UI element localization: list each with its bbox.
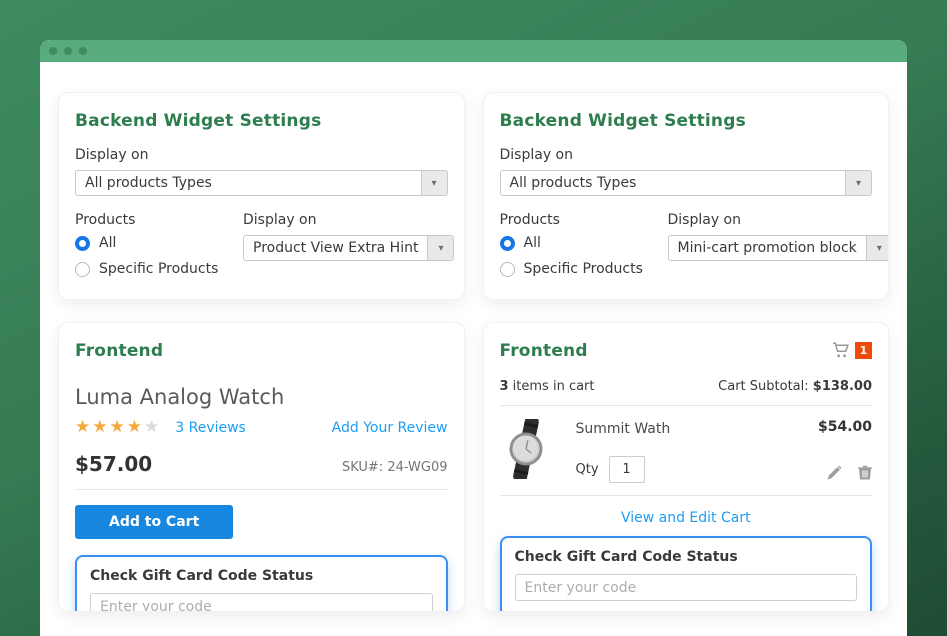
display-on-label: Display on <box>499 147 574 163</box>
items-count: 3 <box>499 379 509 394</box>
product-name: Luma Analog Watch <box>75 385 285 409</box>
radio-specific-label: Specific Products <box>99 261 219 277</box>
radio-button-icon[interactable] <box>499 235 515 251</box>
cart-item-row: Summit Wath Qty $54.00 <box>499 406 872 496</box>
cart-subtotal-label: Cart Subtotal: <box>718 379 813 394</box>
radio-all-label: All <box>523 235 541 251</box>
shopping-cart-icon[interactable] <box>832 341 851 359</box>
cart-item-name: Summit Wath <box>575 421 671 437</box>
gift-card-status-box: Check Gift Card Code Status <box>499 536 872 611</box>
star-rating-icon: ★★★★★ <box>75 417 162 437</box>
window-dot-2 <box>64 47 72 55</box>
radio-all[interactable]: All <box>75 235 243 251</box>
display-on-2-label: Display on <box>667 212 742 228</box>
chevron-down-icon[interactable]: ▾ <box>427 236 454 260</box>
display-on-2-select[interactable]: Mini-cart promotion block ▾ <box>667 235 889 261</box>
radio-all[interactable]: All <box>499 235 668 251</box>
product-image <box>500 415 552 483</box>
card-title: Frontend <box>499 341 588 361</box>
gift-card-code-input[interactable] <box>90 593 433 611</box>
chevron-down-icon[interactable]: ▾ <box>420 171 447 195</box>
frontend-product-card: Frontend Luma Analog Watch ★★★★★ 3 Revie… <box>58 322 465 612</box>
radio-specific-products[interactable]: Specific Products <box>75 261 243 277</box>
chevron-down-icon[interactable]: ▾ <box>865 236 889 260</box>
select-value: All products Types <box>509 175 637 191</box>
gift-card-status-title: Check Gift Card Code Status <box>90 568 314 584</box>
display-on-select[interactable]: All products Types ▾ <box>499 170 872 196</box>
products-label: Products <box>499 212 560 228</box>
trash-icon[interactable] <box>858 465 872 480</box>
radio-button-icon[interactable] <box>75 235 90 251</box>
radio-specific-products[interactable]: Specific Products <box>499 261 668 277</box>
select-value: Product View Extra Hint <box>253 240 419 256</box>
product-price: $57.00 <box>75 452 153 476</box>
edit-pencil-icon[interactable] <box>827 465 842 480</box>
window-dot-3 <box>79 47 87 55</box>
qty-input[interactable] <box>608 456 645 483</box>
select-value: All products Types <box>85 175 212 191</box>
add-to-cart-button[interactable]: Add to Cart <box>75 505 234 539</box>
page-content: Backend Widget Settings Display on All p… <box>40 62 907 636</box>
items-in-cart-text: items in cart <box>508 379 595 394</box>
chevron-down-icon[interactable]: ▾ <box>845 171 871 195</box>
display-on-2-label: Display on <box>243 212 317 228</box>
window-titlebar <box>40 40 907 62</box>
view-and-edit-cart-link[interactable]: View and Edit Cart <box>620 510 751 526</box>
card-title: Frontend <box>75 341 164 361</box>
gift-card-status-box: Check Gift Card Code Status <box>75 555 448 611</box>
backend-widget-settings-card-left: Backend Widget Settings Display on All p… <box>58 92 465 300</box>
qty-label: Qty <box>575 462 599 477</box>
display-on-label: Display on <box>75 147 149 163</box>
cart-subtotal-value: $138.00 <box>812 379 872 394</box>
display-on-2-select[interactable]: Product View Extra Hint ▾ <box>243 235 455 261</box>
cart-count-badge: 1 <box>855 341 872 359</box>
radio-specific-label: Specific Products <box>523 261 643 277</box>
product-sku: SKU#: 24-WG09 <box>341 460 448 475</box>
display-on-select[interactable]: All products Types ▾ <box>75 170 448 196</box>
radio-button-icon[interactable] <box>75 261 90 277</box>
minicart-toggle[interactable]: 1 <box>832 341 872 359</box>
radio-button-icon[interactable] <box>499 261 515 277</box>
window-dot-1 <box>49 47 57 55</box>
frontend-minicart-card: Frontend 1 3 items in cart Cart <box>482 322 889 612</box>
gift-card-code-input[interactable] <box>514 574 857 601</box>
backend-widget-settings-card-right: Backend Widget Settings Display on All p… <box>482 92 889 300</box>
gift-card-status-title: Check Gift Card Code Status <box>514 549 738 565</box>
select-value: Mini-cart promotion block <box>677 240 857 256</box>
products-label: Products <box>75 212 136 228</box>
card-title: Backend Widget Settings <box>499 111 746 131</box>
radio-all-label: All <box>99 235 117 251</box>
reviews-link[interactable]: 3 Reviews <box>175 419 246 436</box>
browser-window: Backend Widget Settings Display on All p… <box>40 40 907 636</box>
card-title: Backend Widget Settings <box>75 111 322 131</box>
cart-item-price: $54.00 <box>817 419 872 435</box>
spacer <box>595 379 719 394</box>
add-your-review-link[interactable]: Add Your Review <box>331 419 448 436</box>
